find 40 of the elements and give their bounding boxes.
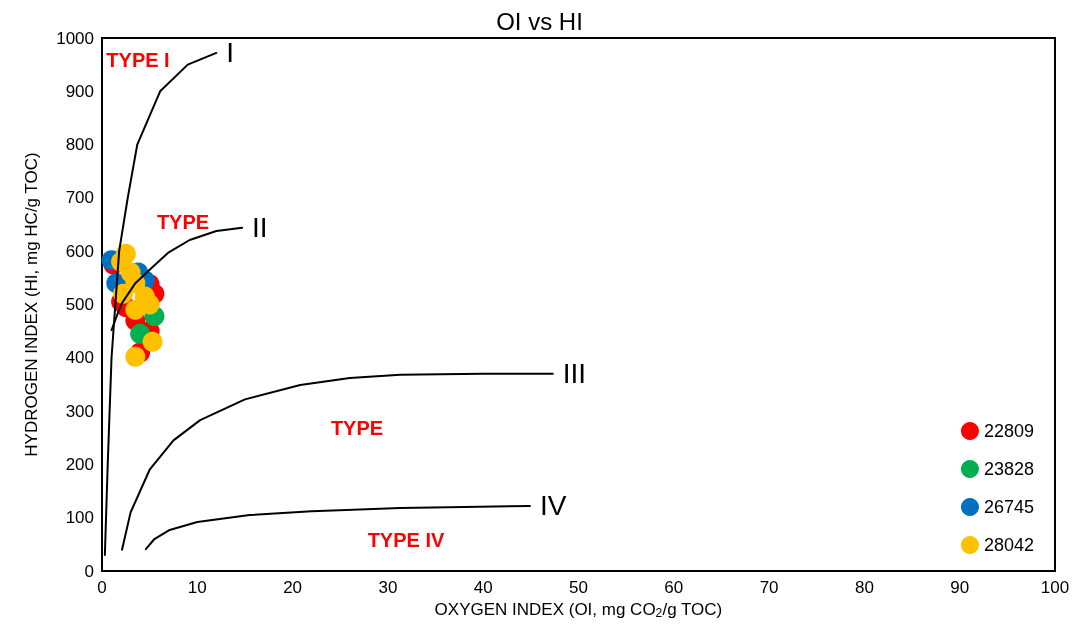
x-tick-label: 90 [950, 578, 970, 597]
y-tick-label: 800 [65, 135, 94, 155]
series-label: IV [539, 490, 567, 522]
y-tick-label: 200 [65, 454, 94, 474]
y-tick-label: 0 [84, 561, 94, 581]
x-tick-label: 50 [569, 578, 588, 597]
x-tick-label: 0 [97, 578, 107, 597]
y-tick-label: 300 [65, 401, 94, 421]
annotation: TYPE I [106, 49, 170, 71]
y-tick-label: 100 [65, 508, 94, 528]
legend-label: 28042 [983, 535, 1035, 555]
legend-label: 23828 [983, 459, 1035, 479]
y-tick-label: 1000 [56, 28, 94, 48]
line-series [144, 504, 531, 551]
legend-label: 22809 [983, 421, 1035, 441]
point [142, 331, 163, 352]
y-tick-label: 900 [65, 81, 94, 101]
series-label: III [562, 358, 587, 390]
x-tick-label: 40 [473, 578, 493, 597]
y-tick-label: 400 [65, 348, 94, 368]
annotation: TYPE [330, 417, 384, 439]
chart-title: OI vs HI [496, 7, 583, 35]
series-label: II [252, 212, 268, 244]
y-tick-label: 500 [65, 295, 94, 314]
annotation: TYPE [156, 211, 210, 233]
annotation: TYPE IV [367, 529, 445, 551]
x-tick-label: 10 [187, 578, 207, 597]
y-tick-label: 600 [65, 241, 94, 261]
x-tick-label: 60 [664, 578, 684, 597]
y-tick-label: 700 [65, 188, 94, 208]
legend-label: 26745 [983, 497, 1035, 517]
x-tick-label: 80 [854, 578, 874, 597]
y-axis-title: HYDROGEN INDEX (HI, mg HC/g TOC) [22, 152, 41, 457]
x-tick-label: 70 [759, 578, 779, 597]
point [125, 299, 146, 320]
x-tick-label: 30 [378, 578, 398, 597]
x-tick-label: 100 [1040, 578, 1070, 597]
point [125, 346, 146, 367]
x-tick-label: 20 [283, 578, 303, 597]
series-label: I [226, 37, 235, 69]
